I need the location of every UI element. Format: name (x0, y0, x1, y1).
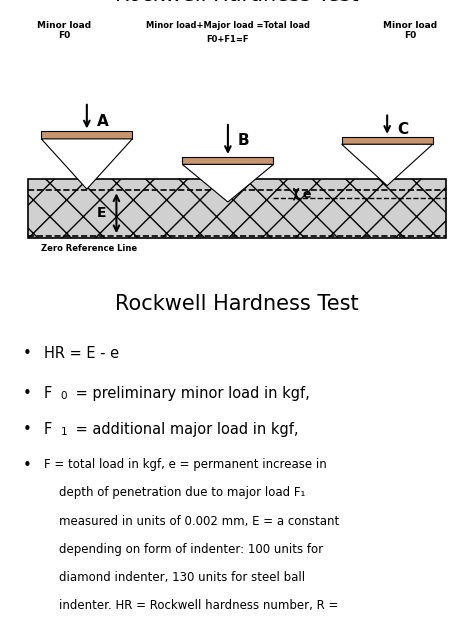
Text: HR = E - e: HR = E - e (44, 346, 118, 361)
Bar (41, 131, 132, 139)
Text: 1: 1 (61, 427, 67, 437)
Bar (27, 179, 447, 238)
Text: Minor load+Major load =Total load: Minor load+Major load =Total load (146, 21, 310, 30)
Text: •: • (23, 422, 32, 437)
Text: depth of penetration due to major load F₁: depth of penetration due to major load F… (44, 486, 305, 499)
Text: Minor load
F0: Minor load F0 (383, 21, 437, 40)
Text: e: e (303, 188, 311, 201)
Text: 0: 0 (61, 391, 67, 401)
Text: Zero Reference Line: Zero Reference Line (41, 244, 137, 253)
Text: Minor load
F0: Minor load F0 (37, 21, 91, 40)
Text: = additional major load in kgf,: = additional major load in kgf, (71, 422, 299, 437)
Text: measured in units of 0.002 mm, E = a constant: measured in units of 0.002 mm, E = a con… (44, 514, 339, 528)
Polygon shape (182, 164, 273, 202)
Polygon shape (41, 139, 132, 189)
Text: F: F (44, 422, 52, 437)
Text: A: A (97, 114, 109, 129)
Text: F0+F1=F: F0+F1=F (207, 35, 249, 44)
Text: depending on form of indenter: 100 units for: depending on form of indenter: 100 units… (44, 543, 323, 556)
Text: = preliminary minor load in kgf,: = preliminary minor load in kgf, (71, 386, 310, 401)
Text: F: F (44, 386, 52, 401)
Text: •: • (23, 458, 32, 473)
Text: C: C (397, 122, 408, 137)
Text: B: B (238, 133, 249, 148)
Text: Rockwell Hardness Test: Rockwell Hardness Test (115, 295, 359, 315)
Text: diamond indenter, 130 units for steel ball: diamond indenter, 130 units for steel ba… (44, 571, 305, 584)
Text: Rockwell Hardness Test: Rockwell Hardness Test (115, 0, 359, 4)
Text: E: E (97, 206, 106, 221)
Polygon shape (342, 144, 433, 186)
Text: •: • (23, 386, 32, 401)
Bar (342, 137, 433, 144)
Bar (182, 157, 273, 164)
Text: •: • (23, 346, 32, 361)
Text: F = total load in kgf, e = permanent increase in: F = total load in kgf, e = permanent inc… (44, 458, 327, 471)
Text: indenter. HR = Rockwell hardness number, R =: indenter. HR = Rockwell hardness number,… (44, 599, 338, 612)
